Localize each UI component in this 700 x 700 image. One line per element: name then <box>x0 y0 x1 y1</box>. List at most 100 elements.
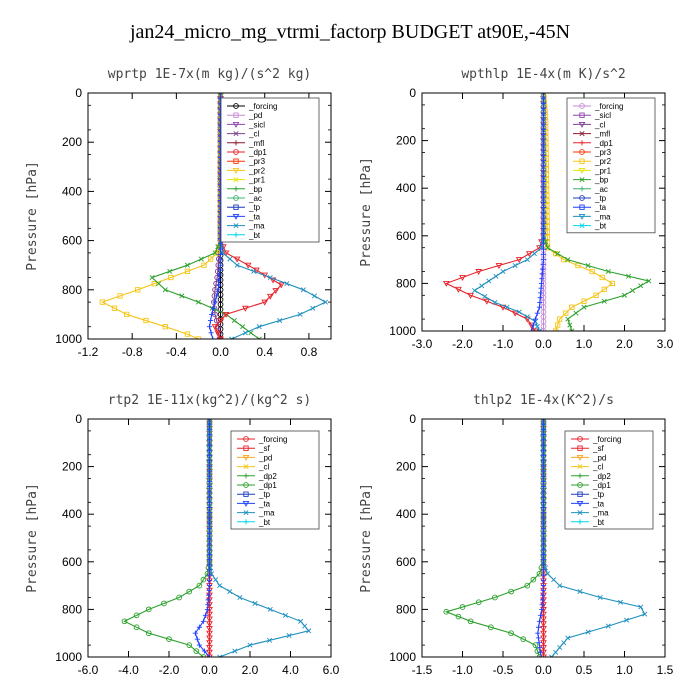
series-marker <box>531 251 537 257</box>
x-tick-label: -1.2 <box>78 345 99 359</box>
series-marker <box>599 274 605 281</box>
series-marker <box>227 256 233 262</box>
series-marker <box>217 241 224 247</box>
series-marker <box>540 432 547 438</box>
series-marker <box>540 437 547 443</box>
series-marker <box>206 640 213 647</box>
series-line <box>100 93 222 339</box>
series-marker <box>206 645 213 651</box>
legend-marker <box>579 149 585 155</box>
series-marker <box>302 623 308 629</box>
legend-marker <box>577 464 583 470</box>
series-marker <box>540 215 547 221</box>
x-tick-label: -0.8 <box>122 345 143 359</box>
series-marker <box>284 281 290 287</box>
series-marker <box>210 336 216 339</box>
series-marker <box>272 288 280 295</box>
legend-entry: _pr2 <box>594 157 612 166</box>
series-marker <box>162 287 168 293</box>
series-marker <box>540 494 547 500</box>
series-marker <box>555 322 561 328</box>
legend-marker <box>577 519 583 525</box>
legend-entry: _tp <box>258 490 271 499</box>
legend-entry: _cl <box>592 463 603 472</box>
series-marker <box>557 583 563 589</box>
series-marker <box>540 95 547 101</box>
series-marker <box>540 189 547 195</box>
series-marker <box>504 304 510 310</box>
series-marker <box>540 111 547 117</box>
x-tick-label: 0.0 <box>535 663 552 677</box>
x-tick-label: -1.0 <box>452 663 473 677</box>
series-marker <box>540 225 547 231</box>
y-tick-label: 0 <box>75 412 82 426</box>
legend-marker <box>243 519 249 525</box>
x-tick-label: 0.0 <box>212 345 229 359</box>
series-marker <box>210 305 216 311</box>
series-marker <box>206 494 213 500</box>
series-marker <box>206 635 213 642</box>
series-marker <box>532 328 539 331</box>
legend-entry: _sicl <box>248 120 265 129</box>
series-marker <box>561 640 567 646</box>
series-marker <box>597 594 603 601</box>
series-marker <box>310 305 316 311</box>
series-marker <box>540 442 547 448</box>
series-marker <box>508 630 514 637</box>
series-marker <box>216 256 222 262</box>
series-marker <box>638 283 644 289</box>
legend-entry: _pd <box>258 453 272 462</box>
series-marker <box>540 106 547 112</box>
legend-entry: _tp <box>594 194 607 203</box>
series-marker <box>443 608 450 615</box>
series-marker <box>539 606 545 612</box>
series-marker <box>540 592 546 598</box>
series-marker <box>459 604 466 610</box>
series-marker <box>540 468 547 474</box>
series-marker <box>311 293 317 299</box>
series-marker <box>540 132 547 138</box>
series-marker <box>565 257 571 263</box>
series-marker <box>543 171 550 178</box>
series-marker <box>206 577 213 583</box>
series-marker <box>206 499 213 505</box>
series-marker <box>206 587 212 593</box>
series-marker <box>215 287 221 293</box>
series-marker <box>200 576 207 583</box>
series-marker <box>192 630 198 636</box>
y-tick-label: 600 <box>62 234 82 248</box>
legend-entry: _ta <box>248 212 261 221</box>
series-marker <box>540 616 547 623</box>
series-marker <box>540 556 547 563</box>
series-marker <box>209 311 215 317</box>
series-marker <box>520 636 527 643</box>
y-axis-label: Pressure [hPa] <box>25 483 40 593</box>
series-marker <box>540 419 547 422</box>
series-marker <box>206 437 213 443</box>
plot-frame <box>421 418 666 658</box>
series-marker <box>515 257 523 264</box>
series-marker <box>217 257 224 263</box>
legend-entry: _ta <box>594 203 607 212</box>
series-marker <box>214 293 220 299</box>
legend-entry: _cl <box>248 130 259 139</box>
y-tick-label: 600 <box>62 555 82 569</box>
series-marker <box>133 612 140 619</box>
legend-marker <box>233 158 239 164</box>
series-marker <box>543 161 549 167</box>
y-tick-label: 600 <box>396 229 416 243</box>
series-marker <box>212 250 218 256</box>
series-marker <box>117 293 123 299</box>
legend-marker <box>579 177 585 183</box>
plot-frame <box>87 92 332 340</box>
series-marker <box>540 257 547 263</box>
series-marker <box>206 583 213 589</box>
series-marker <box>206 432 213 438</box>
series-marker <box>605 268 611 275</box>
legend-marker <box>578 213 586 220</box>
x-tick-label: 4.0 <box>282 663 299 677</box>
series-marker <box>540 458 547 464</box>
legend-marker <box>232 213 240 220</box>
x-tick-label: 0.4 <box>256 345 273 359</box>
series-marker <box>206 515 213 521</box>
